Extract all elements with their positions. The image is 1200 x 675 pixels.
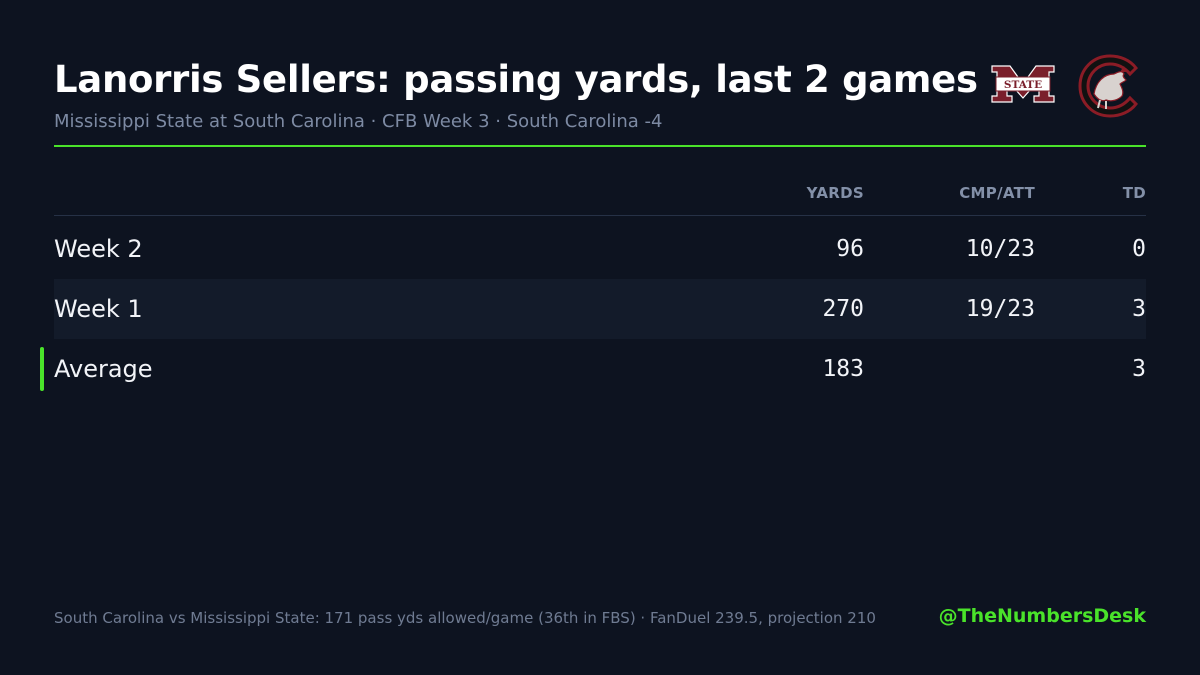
column-header-td: TD: [1122, 184, 1146, 202]
average-row-marker: [40, 347, 44, 391]
mississippi-state-logo-text: STATE: [1004, 79, 1042, 91]
average-row: Average 183 3: [54, 339, 1146, 399]
average-td-cell: 3: [1132, 356, 1146, 382]
social-handle: @TheNumbersDesk: [938, 605, 1146, 627]
page-title: Lanorris Sellers: passing yards, last 2 …: [54, 58, 978, 101]
footer-note: South Carolina vs Mississippi State: 171…: [54, 609, 876, 627]
mississippi-state-logo: STATE: [991, 65, 1055, 103]
page-subtitle: Mississippi State at South Carolina · CF…: [54, 111, 663, 132]
row-label: Week 2: [54, 235, 143, 263]
td-cell: 0: [1132, 236, 1146, 262]
cmp-att-cell: 10/23: [965, 236, 1035, 262]
average-yards-cell: 183: [822, 356, 864, 382]
yards-cell: 96: [836, 236, 864, 262]
average-label: Average: [54, 355, 153, 383]
column-header-cmp-att: CMP/ATT: [959, 184, 1035, 202]
td-cell: 3: [1132, 296, 1146, 322]
table-header-divider: [54, 215, 1146, 216]
south-carolina-gamecock-icon: [1078, 54, 1138, 118]
column-header-yards: YARDS: [806, 184, 864, 202]
table-row: Week 1 270 19/23 3: [54, 279, 1146, 339]
row-label: Week 1: [54, 295, 143, 323]
team-logos: STATE: [990, 52, 1146, 122]
accent-divider: [54, 145, 1146, 147]
table-row: Week 2 96 10/23 0: [54, 219, 1146, 279]
yards-cell: 270: [822, 296, 864, 322]
cmp-att-cell: 19/23: [965, 296, 1035, 322]
